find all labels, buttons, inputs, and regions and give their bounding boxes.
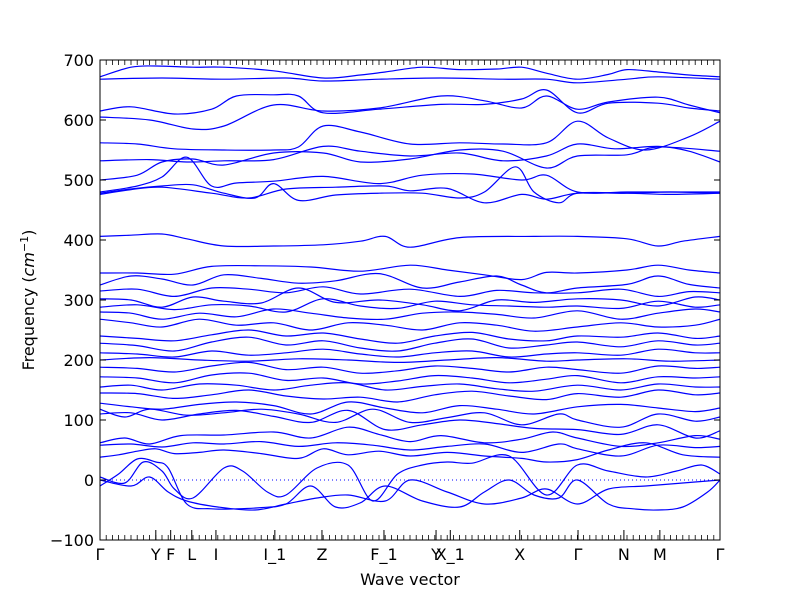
x-tick-label: Y [430,545,441,564]
band-line-14 [100,286,720,298]
band-line-7 [100,146,720,181]
y-tick-label: 100 [63,411,94,430]
band-line-23 [100,361,720,374]
band-line-31 [100,440,720,457]
x-tick-label: Γ [716,545,725,564]
band-line-25 [100,382,720,392]
band-line-27 [100,401,720,415]
y-tick-label: 0 [84,471,94,490]
band-line-24 [100,372,720,385]
band-line-28 [100,408,720,428]
y-tick-label: 600 [63,111,94,130]
band-line-4 [100,95,720,131]
x-axis-ticks: Γ Y F L I I_1 Z F_1 YX_1 X Γ N M Γ [96,530,725,565]
band-line-15 [100,287,720,312]
y-axis-label-unit: cm [19,252,38,276]
band-line-11 [100,233,720,248]
y-tick-label: 300 [63,291,94,310]
plot-frame [99,59,721,541]
x-axis-label: Wave vector [360,570,460,589]
y-tick-label: 200 [63,351,94,370]
x-tick-label: Γ [96,545,105,564]
band-line-22 [100,356,720,364]
y-tick-label: −100 [50,531,94,550]
band-line-35 [100,476,720,511]
band-line-32 [100,442,720,463]
y-tick-label: 700 [63,51,94,70]
x-tick-label: Z [316,545,327,564]
x-tick-label: Γ [574,545,583,564]
minor-x-ticks [99,60,721,540]
x-tick-label: L [187,545,196,564]
band-line-12 [100,264,720,281]
band-line-13 [100,272,720,294]
band-lines [100,65,720,511]
y-axis-label: Frequency (cm−1) [18,230,38,371]
y-axis-ticks: −100 0 100 200 300 400 500 600 700 [50,51,720,550]
band-line-1 [100,65,720,80]
y-axis-label-text: Frequency ( [19,276,38,370]
x-tick-label: X_1 [436,545,465,565]
band-line-19 [100,329,720,344]
band-line-17 [100,308,720,321]
y-tick-label: 400 [63,231,94,250]
band-line-5 [100,120,720,151]
band-line-33 [100,457,720,511]
band-line-21 [100,348,720,358]
band-line-34 [100,454,720,502]
x-tick-label: M [653,545,667,564]
y-axis-label-close: ) [19,230,38,236]
band-line-20 [100,336,720,352]
x-tick-label: F [166,545,175,564]
band-line-10 [100,185,720,204]
band-line-18 [100,318,720,332]
y-axis-label-exponent: −1 [18,236,31,252]
x-tick-label: I [214,545,219,564]
x-tick-label: Y [150,545,161,564]
band-line-29 [100,409,720,439]
x-tick-label: I_1 [263,545,286,565]
band-line-16 [100,298,720,313]
x-tick-label: F_1 [370,545,397,565]
band-line-2 [100,76,720,84]
x-tick-label: N [618,545,630,564]
band-line-3 [100,89,720,115]
y-tick-label: 500 [63,171,94,190]
band-line-26 [100,389,720,403]
x-tick-label: X [514,545,525,564]
